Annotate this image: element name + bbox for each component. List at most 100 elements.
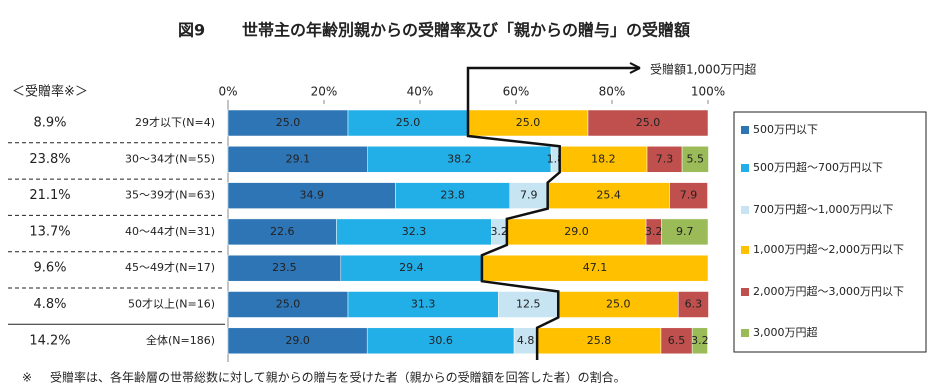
bar-segment — [227, 146, 368, 173]
bar-segment — [681, 146, 709, 173]
value-label: 12.5 — [516, 298, 541, 311]
annotation: 受贈額1,000万円超 — [650, 62, 756, 77]
value-label: 38.2 — [447, 152, 472, 165]
footnote-mark: ※ — [22, 371, 32, 385]
bar-segment — [646, 146, 683, 173]
rate-label: 21.1% — [29, 188, 70, 203]
legend-swatch — [741, 288, 749, 296]
bar-segment — [547, 182, 670, 209]
value-label: 25.0 — [636, 116, 661, 129]
value-label: 31.3 — [411, 298, 436, 311]
value-label: 47.1 — [583, 261, 608, 274]
category-label: 35～39才(N=63) — [125, 188, 215, 202]
value-label: 25.0 — [606, 298, 631, 311]
value-label: 18.2 — [591, 152, 616, 165]
bar-segment — [660, 327, 693, 355]
value-label: 23.5 — [272, 261, 297, 274]
bar-segment — [497, 291, 559, 318]
bar-segment — [509, 182, 548, 209]
legend-swatch — [741, 206, 749, 214]
bar-segment — [227, 182, 396, 209]
category-label: 50才以上(N=16) — [128, 297, 215, 311]
value-label: 5.5 — [687, 152, 705, 165]
value-label: 29.0 — [564, 225, 589, 238]
legend-label: 2,000万円超～3,000万円以下 — [753, 284, 904, 298]
bar-segment — [227, 254, 342, 282]
value-label: 3.2 — [645, 225, 663, 238]
legend-swatch — [741, 329, 749, 337]
value-label: 22.6 — [270, 225, 295, 238]
rate-label: 23.8% — [29, 152, 70, 167]
rate-header: ＜受贈率※＞ — [12, 84, 88, 100]
x-tick-label: 60% — [503, 85, 530, 99]
bar-segment — [691, 327, 708, 355]
value-label: 30.6 — [428, 334, 453, 347]
figure-label: 図9 — [178, 21, 205, 40]
value-label: 25.0 — [276, 298, 301, 311]
rate-label: 9.6% — [33, 261, 66, 276]
x-tick-label: 20% — [311, 85, 338, 99]
legend-label: 700万円超～1,000万円以下 — [753, 202, 894, 216]
rate-label: 8.9% — [33, 116, 66, 131]
x-tick-label: 40% — [407, 85, 434, 99]
bar-segment — [467, 109, 589, 137]
category-label: 30～34才(N=55) — [125, 151, 215, 165]
bar-segment — [506, 218, 647, 246]
category-label: 40～44才(N=31) — [125, 224, 215, 238]
threshold-arrow — [629, 62, 641, 74]
legend-swatch — [741, 164, 749, 172]
bar-segment — [347, 109, 469, 137]
chart-title: 世帯主の年齢別親からの受贈率及び「親からの贈与」の受贈額 — [242, 21, 690, 40]
category-label: 29才以下(N=4) — [135, 115, 215, 129]
value-label: 3.2 — [490, 225, 508, 238]
footnote: 受贈率は、各年齢層の世帯総数に対して親からの贈与を受けた者（親からの受贈額を回答… — [50, 370, 626, 385]
legend-label: 500万円以下 — [753, 123, 818, 136]
bar-segment — [366, 327, 515, 355]
value-label: 6.3 — [685, 298, 703, 311]
bar-segment — [677, 291, 709, 318]
value-label: 7.9 — [680, 189, 698, 202]
legend-swatch — [741, 126, 749, 134]
bar-segment — [557, 291, 679, 318]
value-label: 4.8 — [517, 334, 535, 347]
legend-label: 500万円超～700万円以下 — [753, 160, 883, 174]
value-label: 6.5 — [668, 334, 686, 347]
category-label: 45～49才(N=17) — [125, 260, 215, 274]
x-tick-label: 100% — [691, 85, 725, 99]
value-label: 25.0 — [396, 116, 421, 129]
value-label: 29.1 — [286, 152, 311, 165]
bar-segment — [340, 254, 483, 282]
legend-swatch — [741, 246, 749, 254]
value-label: 29.0 — [285, 334, 310, 347]
bar-segment — [227, 218, 337, 246]
value-label: 29.4 — [399, 261, 424, 274]
legend-box — [733, 111, 927, 353]
value-label: 7.3 — [656, 152, 674, 165]
value-label: 25.0 — [276, 116, 301, 129]
legend-label: 1,000万円超～2,000万円以下 — [753, 242, 904, 256]
value-label: 9.7 — [676, 225, 694, 238]
x-tick-label: 80% — [599, 85, 626, 99]
value-label: 7.9 — [520, 189, 538, 202]
rate-label: 4.8% — [33, 297, 66, 312]
value-label: 25.0 — [516, 116, 541, 129]
value-label: 25.8 — [587, 334, 612, 347]
bar-segment — [587, 109, 709, 137]
category-label: 全体(N=186) — [146, 333, 215, 347]
bar-segment — [336, 218, 492, 246]
legend-label: 3,000万円超 — [753, 325, 818, 339]
bar-segment — [395, 182, 511, 209]
threshold-line — [466, 66, 640, 360]
value-label: 32.3 — [402, 225, 427, 238]
value-label: 25.4 — [596, 189, 621, 202]
rate-label: 14.2% — [29, 333, 70, 348]
value-label: 23.8 — [440, 189, 465, 202]
rate-label: 13.7% — [29, 224, 70, 239]
x-tick-label: 0% — [218, 85, 237, 99]
bar-segment — [227, 327, 368, 355]
value-label: 34.9 — [300, 189, 325, 202]
bar-segment — [669, 182, 708, 209]
value-label: 3.2 — [691, 334, 709, 347]
bar-segment — [661, 218, 709, 246]
